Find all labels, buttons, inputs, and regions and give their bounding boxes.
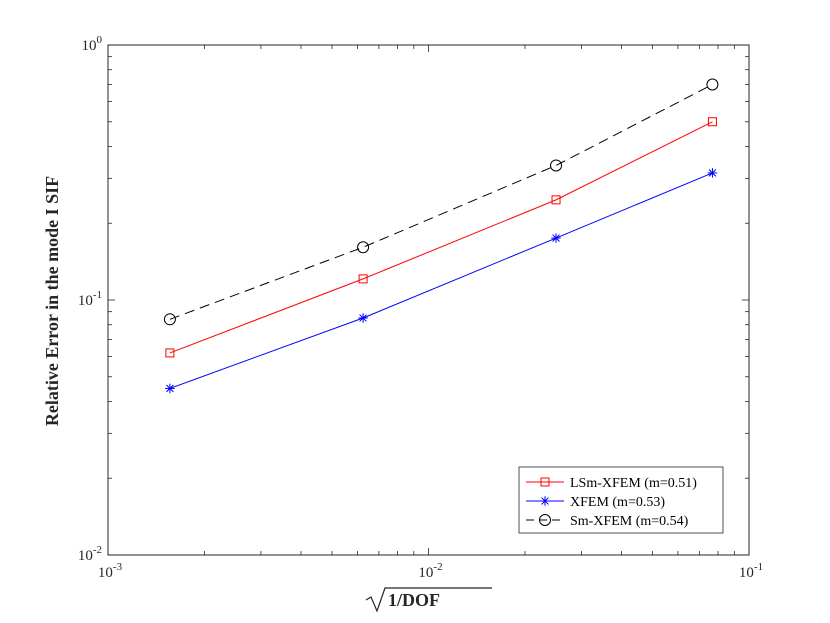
series-0 — [165, 117, 717, 358]
x-tick-label: 10-1 — [739, 561, 763, 581]
series-line — [169, 121, 713, 354]
x-axis-label: 1/DOF — [388, 590, 440, 610]
legend-box — [518, 466, 724, 534]
series-layer — [163, 78, 719, 394]
legend-label: XFEM (m=0.53) — [570, 495, 665, 510]
data-point — [706, 78, 719, 91]
x-tick-label: 10-2 — [418, 561, 442, 581]
series-1 — [165, 168, 718, 394]
series-2 — [163, 78, 719, 326]
data-point — [539, 514, 551, 526]
data-point — [707, 168, 718, 178]
data-point — [551, 195, 561, 205]
data-point — [550, 159, 563, 172]
data-point — [165, 348, 175, 358]
legend: LSm-XFEM (m=0.51) XFEM (m=0.53) Sm-XFEM (m… — [518, 466, 724, 534]
data-point — [551, 233, 561, 243]
data-point — [358, 313, 368, 323]
legend-label: Sm-XFEM (m=0.54) — [570, 514, 689, 529]
y-tick-label: 10-1 — [78, 289, 102, 309]
data-point — [540, 496, 550, 506]
series-line — [169, 84, 713, 320]
legend-entry: XFEM (m=0.53) — [526, 495, 665, 510]
data-point — [358, 274, 368, 284]
data-point — [163, 313, 176, 326]
legend-entry: Sm-XFEM (m=0.54) — [526, 514, 689, 529]
sqrt-symbol — [365, 587, 492, 613]
series-line — [169, 172, 713, 389]
data-point — [707, 117, 717, 127]
x-axis-label-group: 1/DOF — [365, 587, 492, 613]
y-tick-label: 100 — [82, 34, 103, 54]
data-point — [357, 241, 370, 254]
data-point — [165, 383, 175, 394]
legend-label: LSm-XFEM (m=0.51) — [570, 476, 697, 491]
x-tick-label: 10-3 — [98, 561, 123, 581]
y-tick-label: 10-2 — [78, 544, 102, 564]
y-axis-label: Relative Error in the mode I SIF — [42, 176, 62, 426]
legend-entry: LSm-XFEM (m=0.51) — [526, 476, 697, 491]
data-point — [540, 477, 550, 487]
